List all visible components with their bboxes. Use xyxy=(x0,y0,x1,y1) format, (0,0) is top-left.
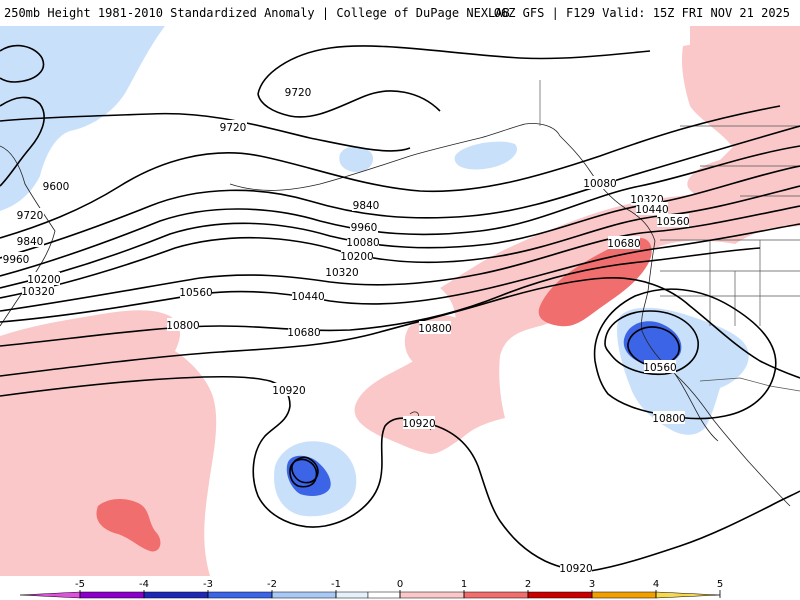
colorbar-tick-label: 0 xyxy=(397,579,403,590)
contour-label: 10080 xyxy=(346,237,379,249)
colorbar-swatch xyxy=(367,591,401,599)
political-borders xyxy=(539,80,800,392)
colorbar-swatch xyxy=(271,591,337,599)
colorbar-tick-label: 3 xyxy=(589,579,595,590)
contour-line xyxy=(0,375,591,572)
model-run-info: 06Z GFS | F129 Valid: 15Z FRI NOV 21 202… xyxy=(493,6,790,20)
contour-line xyxy=(593,288,777,420)
contour-label: 9840 xyxy=(17,236,44,248)
contour-label: 9720 xyxy=(17,210,44,222)
positive-anomaly-region xyxy=(538,238,652,327)
negative-anomaly-region xyxy=(623,321,682,366)
height-contours xyxy=(0,44,800,572)
contour-line xyxy=(604,310,699,376)
colorbar-tick-label: -4 xyxy=(139,579,149,590)
contour-label: 10560 xyxy=(643,362,676,374)
contour-labels: 9720 9720 9720 9600 9840 9840 9960 9960 … xyxy=(2,85,690,575)
contour-label: 10080 xyxy=(583,178,616,190)
negative-anomaly-region xyxy=(454,141,518,170)
contour-line xyxy=(0,145,800,277)
colorbar-ticks: -5 -4 -3 -2 -1 0 1 2 3 4 5 xyxy=(75,579,723,598)
contour-label: 10200 xyxy=(27,274,60,286)
contour-line xyxy=(0,165,800,289)
contour-label: 9720 xyxy=(220,122,247,134)
contour-label: 10440 xyxy=(635,204,668,216)
coastline-aleutians xyxy=(229,137,481,191)
colorbar-swatch xyxy=(655,591,721,599)
positive-anomaly-region xyxy=(96,499,161,552)
contour-label: 10920 xyxy=(272,385,305,397)
contour-label: 9720 xyxy=(285,87,312,99)
contour-label: 10800 xyxy=(166,320,199,332)
contour-label: 9840 xyxy=(353,200,380,212)
positive-anomaly-region xyxy=(0,310,217,576)
map-panel: 9720 9720 9720 9600 9840 9840 9960 9960 … xyxy=(0,26,800,576)
colorbar-tick-label: 4 xyxy=(653,579,659,590)
contour-label: 10560 xyxy=(179,287,212,299)
contour-line xyxy=(0,277,800,379)
contour-line xyxy=(0,125,800,259)
contour-label: 10680 xyxy=(287,327,320,339)
contour-label: 10800 xyxy=(652,413,685,425)
contour-label: 10800 xyxy=(418,323,451,335)
contour-line xyxy=(257,90,441,118)
colorbar-swatch xyxy=(335,591,369,599)
positive-anomaly-region xyxy=(354,174,800,454)
contour-label: 10320 xyxy=(21,286,54,298)
contour-label: 10680 xyxy=(607,238,640,250)
contour-line xyxy=(291,456,319,484)
colorbar-swatches xyxy=(19,591,721,599)
contour-line xyxy=(0,223,800,323)
border-us-mexico xyxy=(699,377,800,392)
colorbar-tick-label: -1 xyxy=(331,579,341,590)
contour-label: 9960 xyxy=(351,222,378,234)
contour-line xyxy=(627,326,680,367)
contour-label: 10920 xyxy=(559,563,592,575)
contour-line xyxy=(257,45,651,95)
header: 250mb Height 1981-2010 Standardized Anom… xyxy=(0,0,800,26)
negative-anomaly-region xyxy=(339,146,374,172)
contour-line xyxy=(0,44,45,83)
colorbar-swatch xyxy=(143,591,209,599)
chart-title: 250mb Height 1981-2010 Standardized Anom… xyxy=(4,6,510,20)
colorbar-tick-label: -2 xyxy=(267,579,277,590)
map-svg: 9720 9720 9720 9600 9840 9840 9960 9960 … xyxy=(0,26,800,576)
colorbar-tick-label: 1 xyxy=(461,579,467,590)
contour-line xyxy=(0,205,800,312)
colorbar-tick-label: -5 xyxy=(75,579,85,590)
contour-line xyxy=(589,490,800,572)
contour-label: 10200 xyxy=(340,251,373,263)
contour-label: 9600 xyxy=(43,181,70,193)
colorbar-tick-label: 2 xyxy=(525,579,531,590)
anomaly-shading xyxy=(0,26,800,576)
colorbar-swatch xyxy=(463,591,529,599)
contour-label: 10560 xyxy=(656,216,689,228)
coastline-alaska xyxy=(479,123,656,242)
contour-label: 10920 xyxy=(402,418,435,430)
contour-line xyxy=(0,105,781,239)
coastlines xyxy=(0,123,791,507)
contour-label: 9960 xyxy=(3,254,30,266)
colorbar-swatch xyxy=(527,591,593,599)
colorbar-swatch xyxy=(591,591,657,599)
contour-label: 10320 xyxy=(325,267,358,279)
colorbar-swatch xyxy=(19,591,81,599)
colorbar-swatch xyxy=(207,591,273,599)
contour-line xyxy=(0,112,411,152)
colorbar: -5 -4 -3 -2 -1 0 1 2 3 4 5 xyxy=(0,576,800,600)
colorbar-swatch xyxy=(399,591,465,599)
colorbar-tick-label: -3 xyxy=(203,579,213,590)
contour-label: 10440 xyxy=(291,291,324,303)
colorbar-swatch xyxy=(79,591,145,599)
border-us-states xyxy=(660,240,800,326)
colorbar-tick-label: 5 xyxy=(717,579,723,590)
colorbar-svg: -5 -4 -3 -2 -1 0 1 2 3 4 5 xyxy=(19,579,723,599)
contour-line xyxy=(0,96,45,187)
